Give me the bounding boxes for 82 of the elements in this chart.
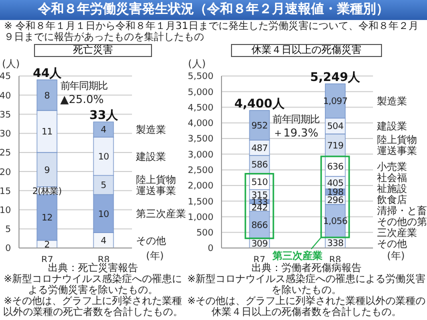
data-label: 866 xyxy=(251,220,268,231)
text: ※新型コロナウイルス感染症への罹患による労働災害を除いたもの。 xyxy=(186,274,427,296)
total-label: 44人 xyxy=(32,66,63,80)
text: その他の第三次産業 xyxy=(377,216,427,239)
y-axis-title: (人) xyxy=(2,59,20,70)
text: 陸上貨物運送事業 xyxy=(136,174,176,197)
y-tick-label: 10 xyxy=(0,206,12,216)
text: その他 xyxy=(377,238,407,250)
data-label: 296 xyxy=(327,196,344,206)
data-label: 2(林業) xyxy=(32,186,62,197)
text: その他 xyxy=(136,234,166,247)
y-tick-label: 5,000 xyxy=(188,88,214,98)
y-tick-label: 25 xyxy=(0,148,11,159)
total-label: 5,249人 xyxy=(310,70,362,84)
y-tick-label: 5 xyxy=(5,225,11,236)
y-tick-label: 4,000 xyxy=(188,119,214,130)
chart-title: 休業４日以上の死傷災害 xyxy=(230,44,382,57)
data-label: 11 xyxy=(42,128,52,138)
y-tick-label: 15 xyxy=(0,186,11,197)
data-label: 338 xyxy=(327,238,344,249)
text: 製造業 xyxy=(377,96,407,108)
annotation: 前年同期比 xyxy=(272,113,320,126)
y-tick-label: 500 xyxy=(196,228,214,239)
text: 小売業 xyxy=(377,160,407,173)
text: 建設業 xyxy=(135,150,166,163)
y-tick-label: 3,500 xyxy=(188,134,214,145)
x-axis-title: (年) xyxy=(146,250,164,262)
y-tick-label: 3,000 xyxy=(188,150,214,160)
data-label: 10 xyxy=(98,152,110,162)
data-label: 8 xyxy=(44,91,50,102)
text: 製造業 xyxy=(136,124,166,136)
data-label: 4 xyxy=(100,126,107,136)
text: ※その他は、グラフ上に列挙された業種以外の業種の休業４日以上の死傷者数を合計したもの。 xyxy=(186,296,427,318)
y-tick-label: 30 xyxy=(0,130,12,140)
y-tick-label: 4,500 xyxy=(188,103,214,114)
text: 飲食店 xyxy=(377,194,407,206)
x-axis-title: (年) xyxy=(387,250,405,262)
text: ※ 令和８年１月１日から令和８年１月31日までに発生した労働災害について、令和８年２月９日までに報告があったものを集計したもの xyxy=(3,20,420,44)
text: 令和８年労働災害発生状況（令和８年２月速報値・業種別） xyxy=(0,0,427,20)
text: 第三次産業 xyxy=(136,208,186,220)
annotation: 前年同期比 xyxy=(60,80,108,92)
data-label: 2 xyxy=(44,240,50,250)
text: ※その他は、グラフ上に列挙された業種以外の業種の死亡者数を合計したもの。 xyxy=(2,296,184,318)
data-label: 1,056 xyxy=(323,217,348,228)
data-label: 5 xyxy=(100,181,106,192)
chart-title: 死亡災害 xyxy=(34,44,152,57)
text: 建設業 xyxy=(376,120,407,133)
text: ※新型コロナウイルス感染症への罹患による労働災害を除いたもの。 xyxy=(2,274,184,296)
y-tick-label: 35 xyxy=(0,110,11,120)
y-tick-label: 20 xyxy=(0,168,12,178)
annotation: ＋19.3% xyxy=(272,126,318,140)
y-axis-title: (人) xyxy=(188,59,206,70)
y-tick-label: 0 xyxy=(5,244,12,254)
y-tick-label: 1,500 xyxy=(188,197,214,208)
total-label: 4,400人 xyxy=(234,96,286,110)
y-tick-label: 2,500 xyxy=(188,166,214,176)
annotation: ▲25.0% xyxy=(60,92,104,106)
text: 陸上貨物運送事業 xyxy=(377,134,417,158)
data-label: 636 xyxy=(327,162,344,172)
text: 第三次産業 xyxy=(271,250,322,262)
data-label: 4 xyxy=(100,236,107,247)
data-label: 309 xyxy=(251,239,268,250)
data-label: 487 xyxy=(251,144,268,154)
y-tick-label: 40 xyxy=(0,91,12,102)
data-label: 504 xyxy=(327,122,344,132)
y-tick-label: 0 xyxy=(208,244,214,254)
text: 社会福祉施設 xyxy=(377,172,407,195)
data-label: 12 xyxy=(42,214,52,224)
y-tick-label: 1,000 xyxy=(188,212,214,223)
y-tick-label: 5,500 xyxy=(188,72,214,82)
data-label: 1,097 xyxy=(323,97,348,108)
data-label: 952 xyxy=(251,121,268,132)
y-tick-label: 2,000 xyxy=(188,182,214,192)
text: 清掃・と畜 xyxy=(377,204,427,217)
data-label: 9 xyxy=(44,166,50,176)
y-tick-label: 45 xyxy=(0,72,11,82)
data-label: 586 xyxy=(251,160,268,171)
data-label: 405 xyxy=(327,178,344,189)
total-label: 33人 xyxy=(89,108,120,122)
data-label: 510 xyxy=(251,178,268,188)
data-label: 10 xyxy=(98,210,110,220)
data-label: 719 xyxy=(327,141,344,152)
